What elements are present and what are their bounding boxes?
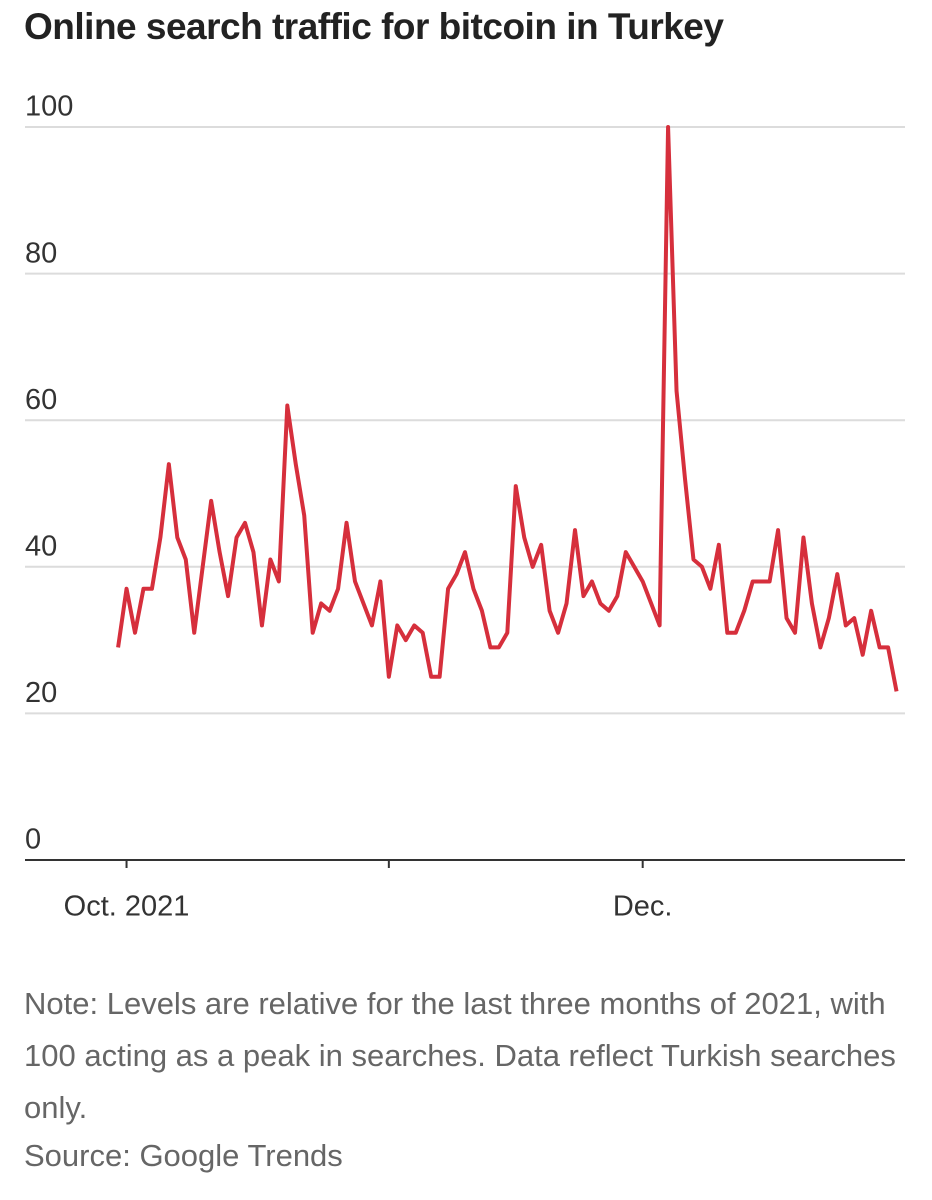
- y-tick-label: 100: [25, 91, 73, 123]
- y-tick-label: 60: [25, 384, 57, 416]
- y-tick-label: 20: [25, 677, 57, 709]
- chart-title: Online search traffic for bitcoin in Tur…: [24, 6, 724, 47]
- note: Note: Levels are relative for the last t…: [24, 986, 896, 1125]
- line: [116, 125, 899, 692]
- y-tick-label: 0: [25, 824, 41, 856]
- chart: 0 20 40 60 80 100 Oct. 2021 Dec.: [25, 91, 905, 923]
- x-tick-label: Oct. 2021: [64, 891, 190, 923]
- x-tick-label: Dec.: [613, 891, 673, 923]
- y-tick-label: 80: [25, 237, 57, 269]
- source: Source: Google Trends: [24, 1138, 343, 1173]
- y-tick-label: 40: [25, 530, 57, 562]
